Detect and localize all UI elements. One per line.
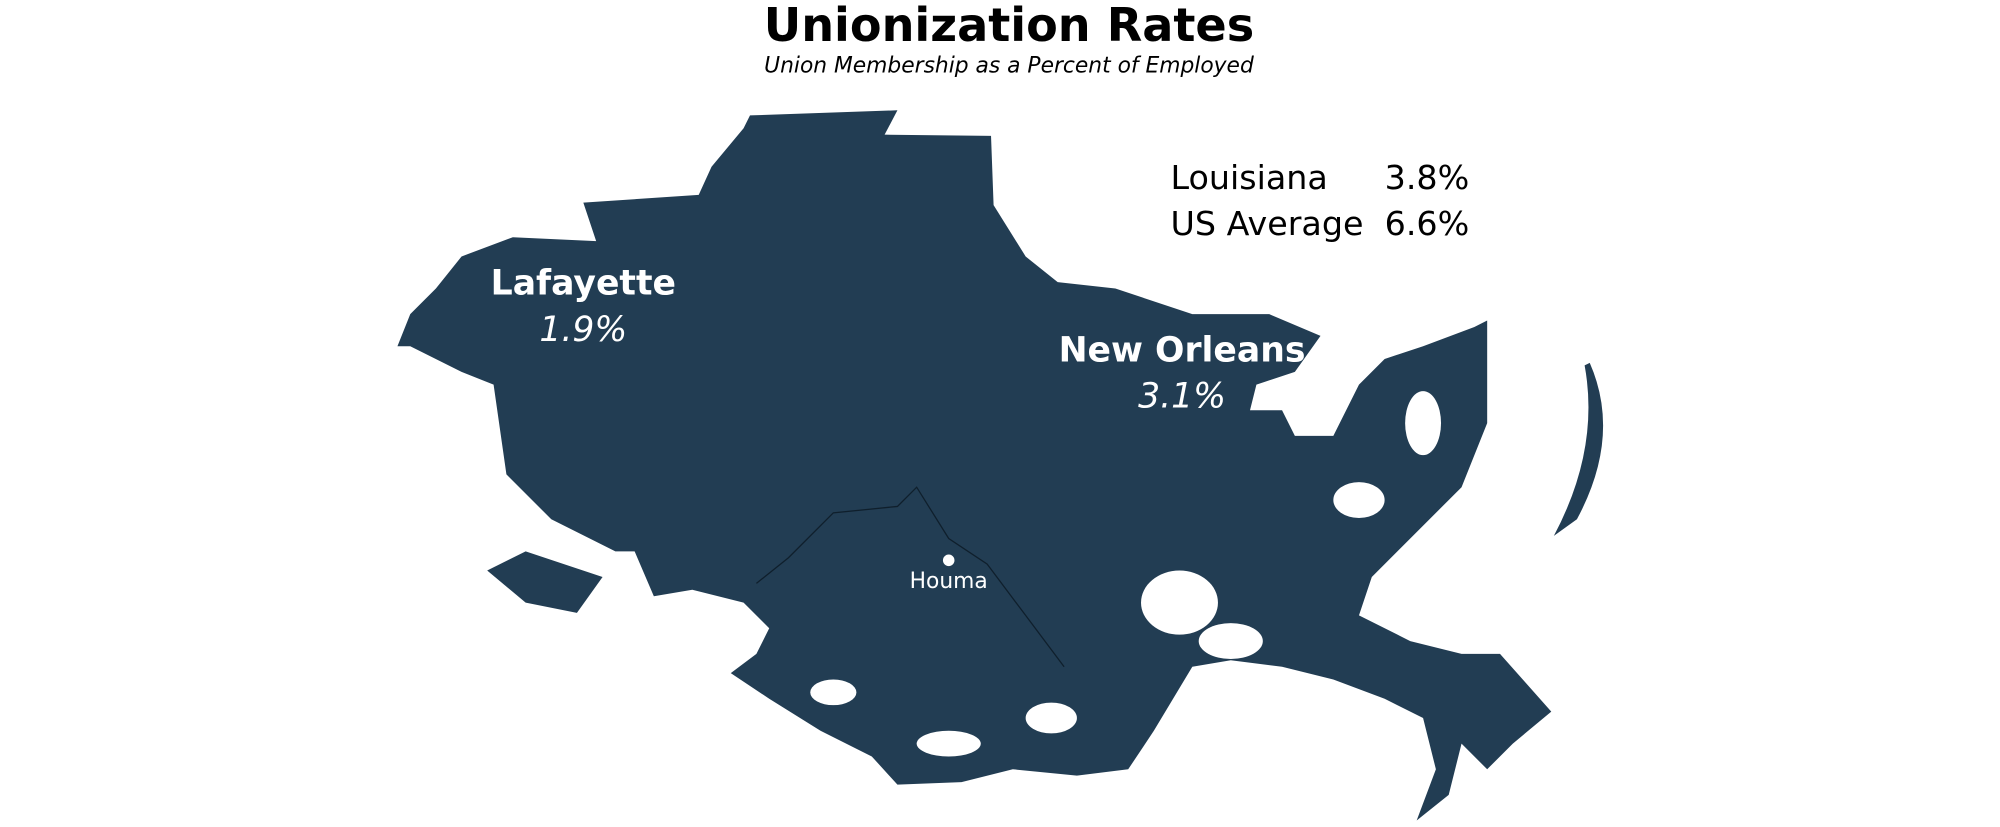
region-name: Lafayette xyxy=(491,264,676,304)
region-shape xyxy=(397,110,1552,821)
summary-label: Louisiana xyxy=(1171,158,1328,197)
title: Unionization Rates xyxy=(764,0,1254,52)
region-name: New Orleans xyxy=(1059,330,1306,370)
city-label: Houma xyxy=(910,569,988,594)
marsh xyxy=(810,391,1442,757)
island xyxy=(487,551,603,613)
summary-value: 6.6% xyxy=(1385,204,1470,243)
parish-line xyxy=(756,486,1065,668)
summary-label: US Average xyxy=(1171,204,1364,243)
subtitle: Union Membership as a Percent of Employe… xyxy=(764,54,1254,79)
land xyxy=(397,110,1604,821)
summary-value: 3.8% xyxy=(1385,158,1470,197)
region-value: 1.9% xyxy=(539,310,627,350)
city-dot xyxy=(942,554,955,567)
region-value: 3.1% xyxy=(1138,376,1226,416)
barrier-island xyxy=(1553,362,1604,536)
